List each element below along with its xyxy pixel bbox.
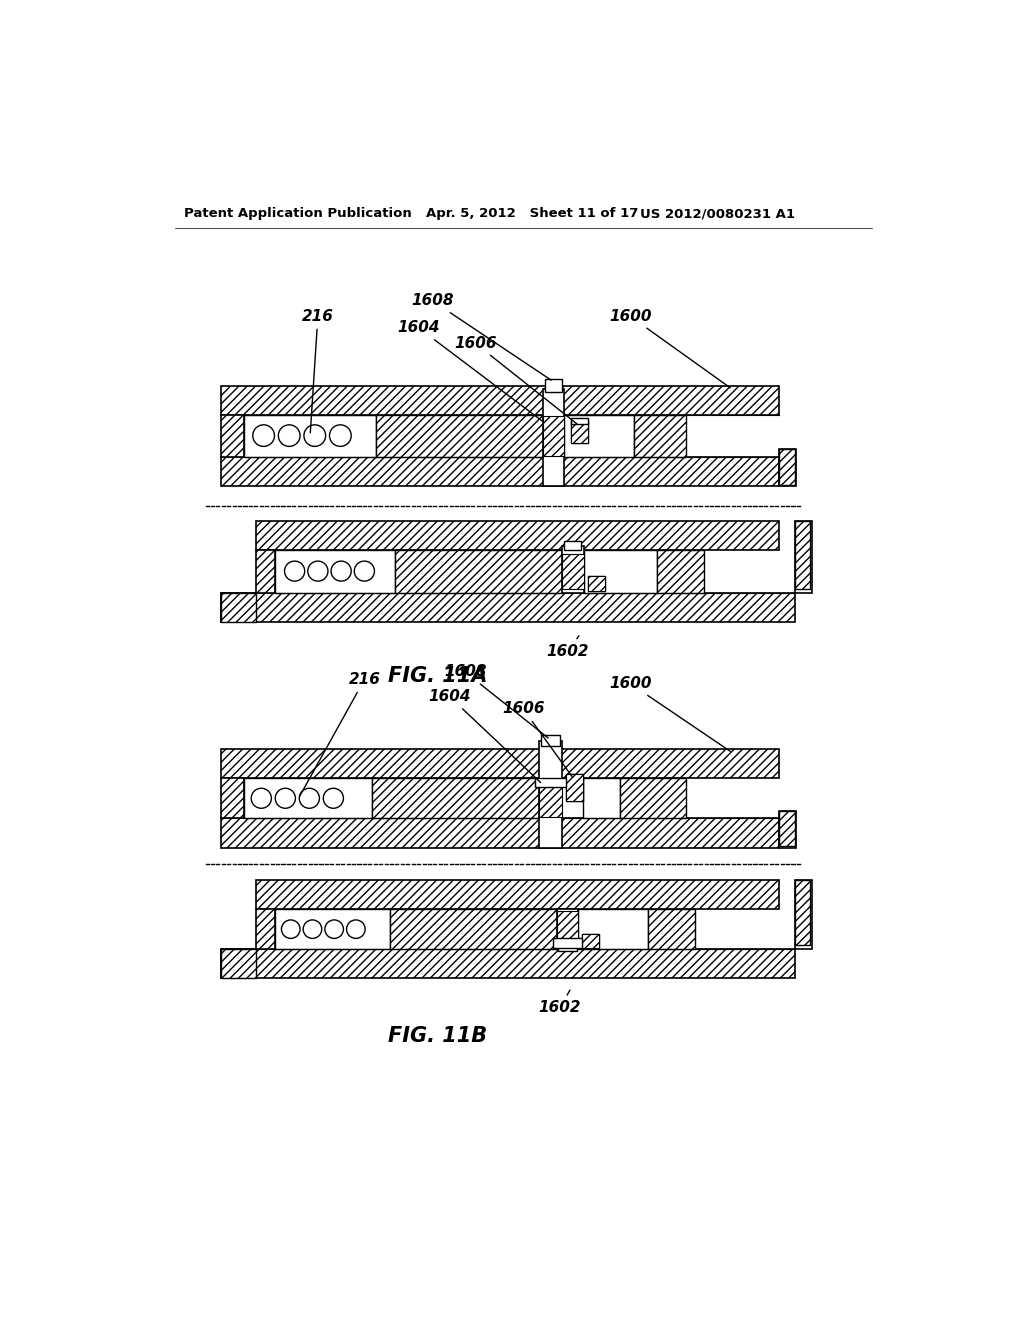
Bar bbox=[545, 379, 562, 392]
Bar bbox=[221, 593, 256, 622]
Bar bbox=[221, 748, 779, 779]
Text: 1602: 1602 bbox=[547, 636, 589, 659]
Bar bbox=[539, 780, 562, 817]
Bar bbox=[541, 735, 560, 746]
Bar bbox=[256, 550, 275, 593]
Circle shape bbox=[253, 425, 274, 446]
Bar bbox=[795, 880, 812, 949]
Circle shape bbox=[331, 561, 351, 581]
Bar bbox=[579, 909, 648, 949]
Circle shape bbox=[308, 561, 328, 581]
Bar bbox=[372, 779, 539, 818]
Bar bbox=[376, 414, 543, 457]
Circle shape bbox=[354, 561, 375, 581]
Circle shape bbox=[346, 920, 366, 939]
Text: 1608: 1608 bbox=[443, 664, 548, 738]
Bar bbox=[795, 521, 812, 593]
Bar bbox=[256, 521, 779, 550]
Bar bbox=[779, 449, 795, 484]
Bar bbox=[570, 421, 588, 442]
Bar bbox=[221, 949, 795, 978]
Bar bbox=[221, 779, 245, 818]
Text: 1602: 1602 bbox=[539, 990, 582, 1015]
Text: 1604: 1604 bbox=[397, 321, 542, 421]
Circle shape bbox=[282, 920, 300, 939]
Bar bbox=[221, 593, 256, 622]
Bar bbox=[795, 880, 810, 945]
Bar bbox=[657, 550, 703, 593]
Bar bbox=[589, 576, 605, 591]
Text: 1606: 1606 bbox=[454, 335, 577, 424]
Text: 1604: 1604 bbox=[428, 689, 541, 783]
Bar bbox=[390, 909, 557, 949]
Bar bbox=[564, 541, 582, 550]
Bar bbox=[795, 521, 810, 589]
Text: 1600: 1600 bbox=[609, 309, 730, 388]
Bar bbox=[562, 546, 584, 593]
Bar bbox=[221, 385, 779, 414]
Bar bbox=[543, 416, 564, 455]
Bar bbox=[779, 810, 795, 846]
Text: FIG. 11A: FIG. 11A bbox=[388, 665, 487, 686]
Circle shape bbox=[299, 788, 319, 808]
Circle shape bbox=[251, 788, 271, 808]
Bar bbox=[583, 933, 599, 948]
Text: US 2012/0080231 A1: US 2012/0080231 A1 bbox=[640, 207, 795, 220]
Bar bbox=[221, 949, 256, 978]
Bar bbox=[583, 779, 621, 818]
Text: 1608: 1608 bbox=[412, 293, 551, 380]
Bar bbox=[275, 550, 395, 593]
Bar bbox=[564, 414, 634, 457]
Circle shape bbox=[330, 425, 351, 446]
Bar bbox=[570, 418, 588, 424]
Bar bbox=[589, 576, 605, 591]
Circle shape bbox=[304, 425, 326, 446]
Text: FIG. 11B: FIG. 11B bbox=[388, 1026, 487, 1047]
Bar bbox=[221, 593, 795, 622]
Bar bbox=[621, 779, 686, 818]
Circle shape bbox=[324, 788, 343, 808]
Bar bbox=[395, 550, 562, 593]
Circle shape bbox=[285, 561, 305, 581]
Bar bbox=[553, 939, 583, 948]
Bar bbox=[543, 389, 564, 487]
Bar bbox=[275, 909, 390, 949]
Bar bbox=[557, 911, 579, 942]
Bar bbox=[256, 909, 275, 949]
Bar bbox=[634, 414, 686, 457]
Bar bbox=[221, 414, 245, 457]
Text: Apr. 5, 2012   Sheet 11 of 17: Apr. 5, 2012 Sheet 11 of 17 bbox=[426, 207, 639, 220]
Text: 1600: 1600 bbox=[609, 676, 730, 751]
Circle shape bbox=[325, 920, 343, 939]
Bar bbox=[584, 550, 657, 593]
Bar bbox=[562, 554, 584, 589]
Bar bbox=[648, 909, 694, 949]
Bar bbox=[558, 942, 577, 950]
Bar bbox=[566, 775, 583, 801]
Text: Patent Application Publication: Patent Application Publication bbox=[183, 207, 412, 220]
Circle shape bbox=[303, 920, 322, 939]
Text: 216: 216 bbox=[302, 309, 334, 433]
Text: 216: 216 bbox=[300, 672, 380, 796]
Bar bbox=[221, 818, 779, 847]
Circle shape bbox=[275, 788, 295, 808]
Bar bbox=[779, 449, 796, 487]
Bar bbox=[557, 909, 579, 949]
Bar bbox=[583, 933, 599, 948]
Bar bbox=[256, 880, 779, 909]
Bar bbox=[221, 457, 779, 487]
Bar bbox=[245, 779, 372, 818]
Bar bbox=[245, 414, 376, 457]
Bar bbox=[570, 421, 588, 442]
Bar bbox=[779, 810, 796, 847]
Bar bbox=[535, 779, 566, 788]
Text: 1606: 1606 bbox=[502, 701, 572, 777]
Bar bbox=[221, 949, 256, 978]
Bar bbox=[539, 742, 562, 847]
Circle shape bbox=[279, 425, 300, 446]
Bar bbox=[566, 775, 583, 801]
